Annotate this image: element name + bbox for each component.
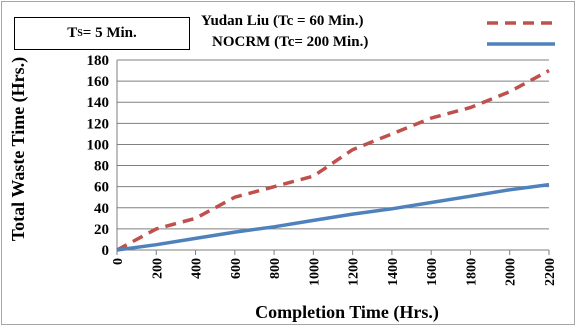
x-tick-label-1800: 1800 <box>464 258 479 286</box>
x-tick-label-200: 200 <box>150 258 165 279</box>
y-tick-label-160: 160 <box>87 74 110 90</box>
x-tick-label-1200: 1200 <box>347 258 362 286</box>
y-tick-label-140: 140 <box>87 95 110 111</box>
x-tick-label-800: 800 <box>268 258 283 279</box>
x-tick-label-400: 400 <box>190 258 205 279</box>
ts-label-sub: S <box>77 28 83 39</box>
x-tick-label-600: 600 <box>229 258 244 279</box>
x-axis-title: Completion Time (Hrs.) <box>255 302 439 323</box>
y-tick-label-100: 100 <box>87 137 110 153</box>
legend-label-yudan-liu: Yudan Liu (Tc = 60 Min.) <box>201 13 364 29</box>
y-axis-title: Total Waste Time (Hrs.) <box>8 57 29 241</box>
x-tick-label-1600: 1600 <box>425 258 440 286</box>
ts-label-rest: = 5 Min. <box>82 25 137 41</box>
x-tick-label-2200: 2200 <box>543 258 558 286</box>
y-tick-label-60: 60 <box>94 180 109 196</box>
y-tick-label-20: 20 <box>94 222 109 238</box>
x-tick-label-0: 0 <box>111 258 126 265</box>
y-tick-label-120: 120 <box>87 116 110 132</box>
y-tick-label-180: 180 <box>87 53 110 69</box>
legend-label-nocrm: NOCRM (Tc= 200 Min.) <box>212 34 369 50</box>
series-line-0 <box>116 69 550 252</box>
x-tick-label-2000: 2000 <box>504 258 519 286</box>
x-tick-label-1000: 1000 <box>307 258 322 286</box>
x-tick-label-1400: 1400 <box>386 258 401 286</box>
y-tick-label-80: 80 <box>94 159 109 175</box>
y-tick-label-0: 0 <box>102 243 110 259</box>
series-line-1 <box>116 182 550 252</box>
y-tick-label-40: 40 <box>94 201 109 217</box>
ts-label-main: T <box>67 25 78 41</box>
